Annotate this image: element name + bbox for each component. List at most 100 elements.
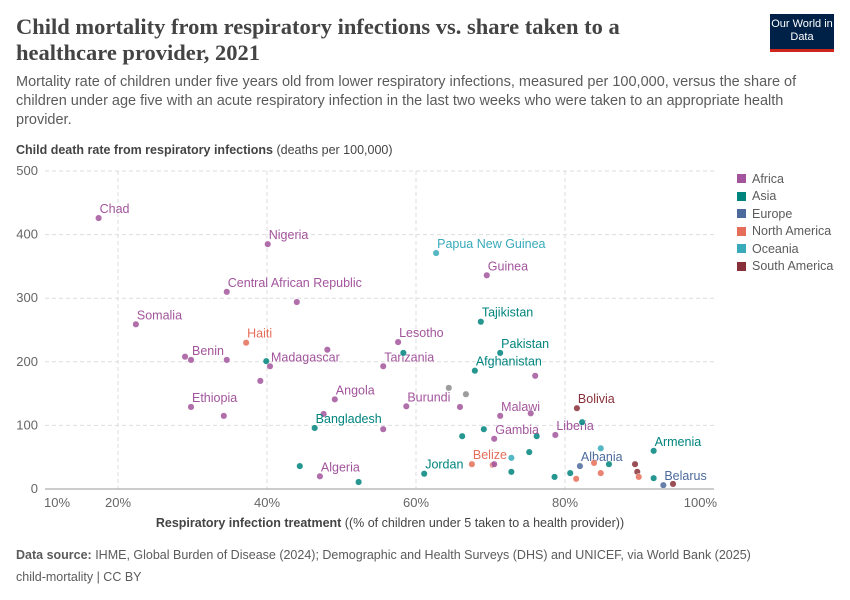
x-axis-label: Respiratory infection treatment ((% of c… xyxy=(0,516,780,530)
data-point xyxy=(187,356,195,364)
data-point xyxy=(490,460,498,468)
point-label: Gambia xyxy=(495,423,539,437)
legend-label: Oceania xyxy=(752,241,799,256)
point-label: Albania xyxy=(581,450,623,464)
data-point xyxy=(650,447,658,455)
point-label: Ethiopia xyxy=(192,391,237,405)
source-text: IHME, Global Burden of Disease (2024); D… xyxy=(91,548,751,562)
data-point xyxy=(507,468,515,476)
legend-swatch xyxy=(737,174,746,184)
data-point xyxy=(527,409,535,417)
data-point xyxy=(331,395,339,403)
data-point xyxy=(490,435,498,443)
chart-title: Child mortality from respiratory infecti… xyxy=(16,14,620,65)
point-label: Belarus xyxy=(664,469,706,483)
data-point xyxy=(635,473,643,481)
x-tick-label: 60% xyxy=(403,495,429,510)
y-tick-label: 500 xyxy=(16,163,38,178)
legend-item[interactable]: Africa xyxy=(737,170,833,188)
owid-logo[interactable]: Our World in Data xyxy=(770,14,834,52)
y-tick-label: 300 xyxy=(16,290,38,305)
data-point xyxy=(402,402,410,410)
data-point xyxy=(531,372,539,380)
data-point xyxy=(296,462,304,470)
data-point xyxy=(223,288,231,296)
x-tick-label: 40% xyxy=(254,495,280,510)
point-label: Angola xyxy=(336,383,375,397)
data-point xyxy=(551,431,559,439)
data-point xyxy=(316,472,324,480)
data-point xyxy=(256,377,264,385)
data-point xyxy=(590,459,598,467)
legend-swatch xyxy=(737,191,746,201)
data-point xyxy=(468,460,476,468)
x-tick-label: 80% xyxy=(552,495,578,510)
x-tick-label: 10% xyxy=(44,495,70,510)
data-point xyxy=(597,469,605,477)
data-point xyxy=(597,444,605,452)
legend-item[interactable]: South America xyxy=(737,258,833,276)
legend-label: Africa xyxy=(752,171,784,186)
point-label: Jordan xyxy=(425,458,463,472)
legend-label: North America xyxy=(752,224,832,239)
data-point xyxy=(266,362,274,370)
legend-item[interactable]: Asia xyxy=(737,188,833,206)
point-label: Benin xyxy=(192,344,224,358)
data-point xyxy=(420,470,428,478)
point-label: Burundi xyxy=(407,390,450,404)
x-axis-label-unit: ((% of children under 5 taken to a healt… xyxy=(341,516,625,530)
data-point xyxy=(605,460,613,468)
data-point xyxy=(445,384,453,392)
point-label: Tanzania xyxy=(384,350,434,364)
point-label: Madagascar xyxy=(271,350,340,364)
point-label: Bolivia xyxy=(578,392,615,406)
legend-item[interactable]: Oceania xyxy=(737,240,833,258)
chart-subtitle: Mortality rate of children under five ye… xyxy=(16,74,797,128)
data-point xyxy=(132,320,140,328)
point-label: Pakistan xyxy=(501,337,549,351)
data-point xyxy=(659,481,667,489)
data-point xyxy=(223,356,231,364)
point-label: Afghanistan xyxy=(476,355,542,369)
legend-label: Europe xyxy=(752,206,793,221)
data-point xyxy=(462,390,470,398)
data-point xyxy=(187,403,195,411)
data-point xyxy=(320,410,328,418)
data-point xyxy=(566,469,574,477)
legend: Africa Asia Europe North America Oceania Sout… xyxy=(737,170,833,275)
data-point xyxy=(551,473,559,481)
point-label: Lesotho xyxy=(399,326,444,340)
y-tick-label: 400 xyxy=(16,227,38,242)
data-point xyxy=(95,214,103,222)
legend-swatch xyxy=(737,226,746,236)
legend-label: South America xyxy=(752,259,834,274)
data-point xyxy=(181,353,189,361)
source-note: Data source: IHME, Global Burden of Dise… xyxy=(16,548,751,562)
y-tick-label: 100 xyxy=(16,417,38,432)
data-point xyxy=(573,404,581,412)
legend-label: Asia xyxy=(752,189,777,204)
data-point xyxy=(572,475,580,483)
data-point xyxy=(471,367,479,375)
point-label: Guinea xyxy=(488,259,528,273)
data-point xyxy=(293,298,301,306)
y-axis-label-main: Child death rate from respiratory infect… xyxy=(16,143,273,157)
data-point xyxy=(264,240,272,248)
data-point xyxy=(496,412,504,420)
data-point xyxy=(220,412,228,420)
data-point xyxy=(631,460,639,468)
point-label: Chad xyxy=(100,202,130,216)
data-point xyxy=(379,362,387,370)
data-point xyxy=(578,418,586,426)
y-tick-label: 200 xyxy=(16,354,38,369)
data-point xyxy=(379,425,387,433)
point-label: Somalia xyxy=(137,308,182,322)
license-note[interactable]: child-mortality | CC BY xyxy=(16,570,142,584)
legend-item[interactable]: Europe xyxy=(737,205,833,223)
legend-item[interactable]: North America xyxy=(737,223,833,241)
data-point xyxy=(480,425,488,433)
data-point xyxy=(323,346,331,354)
data-point xyxy=(458,432,466,440)
data-point xyxy=(525,448,533,456)
x-axis-label-main: Respiratory infection treatment xyxy=(155,516,342,530)
